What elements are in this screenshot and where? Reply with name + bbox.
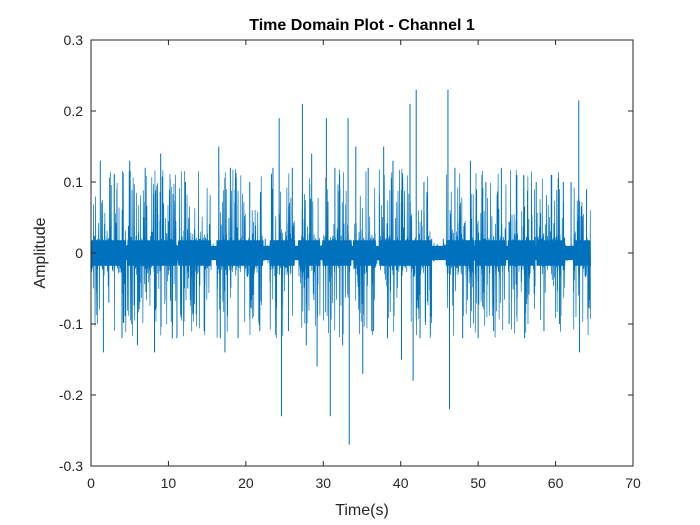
y-tick-label: -0.3 — [59, 458, 83, 474]
x-tick-label: 60 — [548, 475, 564, 491]
x-tick-label: 50 — [470, 475, 486, 491]
x-tick-label: 0 — [87, 475, 95, 491]
x-tick-label: 10 — [161, 475, 177, 491]
y-tick-label: -0.1 — [59, 316, 83, 332]
y-tick-label: 0.2 — [64, 103, 84, 119]
x-axis-label: Time(s) — [335, 502, 389, 519]
x-tick-label: 40 — [393, 475, 409, 491]
x-tick-label: 30 — [315, 475, 331, 491]
y-tick-label: 0 — [75, 245, 83, 261]
signal-core — [91, 240, 592, 266]
y-tick-label: 0.3 — [64, 32, 84, 48]
signal-trace-group — [91, 89, 592, 445]
y-tick-label: -0.2 — [59, 387, 83, 403]
x-tick-label: 70 — [625, 475, 641, 491]
chart-title: Time Domain Plot - Channel 1 — [249, 17, 475, 34]
x-tick-label: 20 — [238, 475, 254, 491]
y-tick-label: 0.1 — [64, 174, 84, 190]
axes: 0 10 20 30 40 50 60 70 -0.3 -0.2 -0.1 0 0.1 0.2 0.3 — [59, 32, 641, 491]
y-axis-label: Amplitude — [32, 217, 49, 288]
